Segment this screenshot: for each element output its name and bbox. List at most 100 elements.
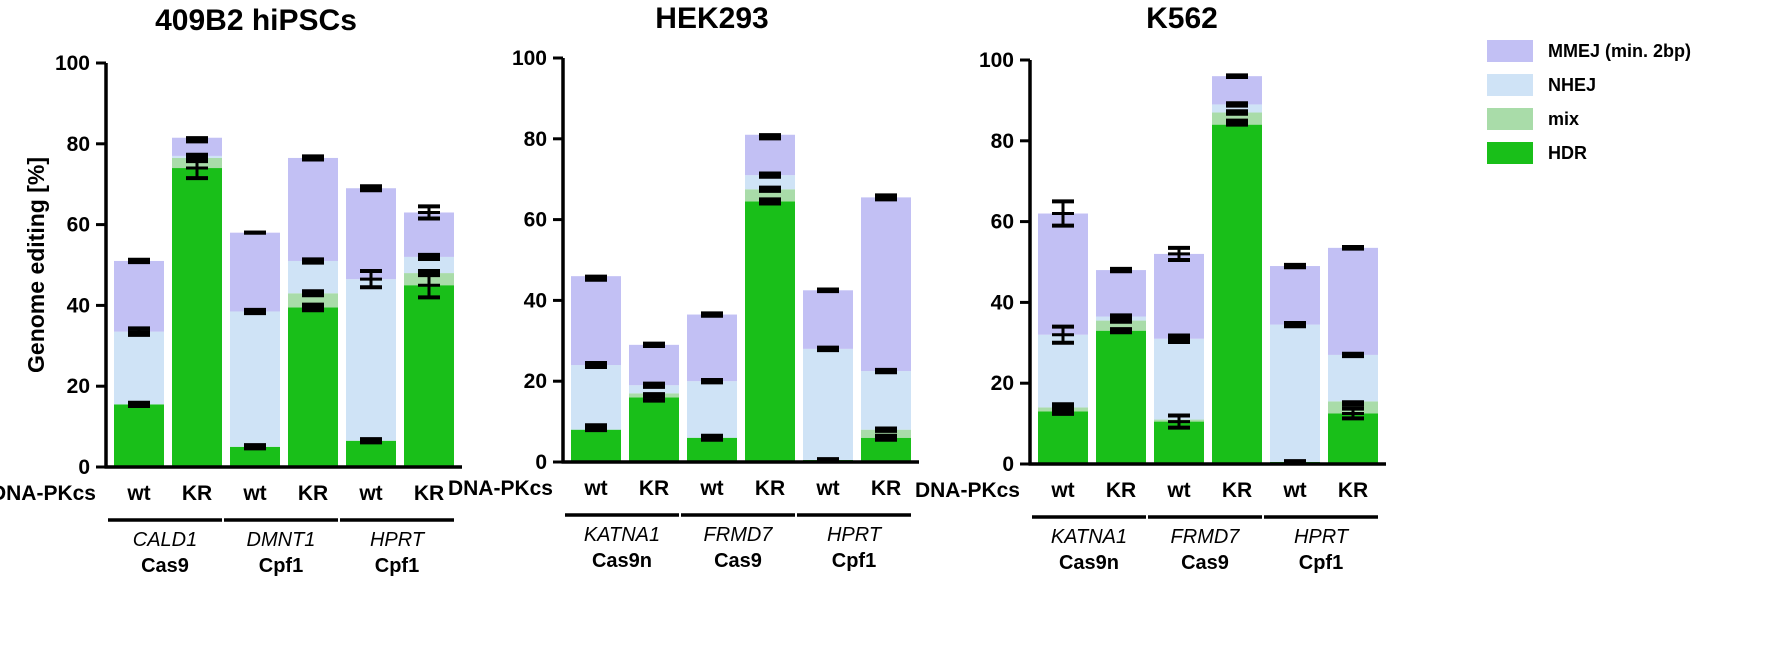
error-bar: [418, 269, 440, 278]
error-bar: [186, 136, 208, 144]
bar-nhej-1: [629, 385, 679, 394]
bar-hdr-0: [571, 429, 621, 462]
error-bar: [244, 307, 266, 316]
bar-hdr-2: [230, 446, 280, 467]
bar-mix-3: [288, 293, 338, 308]
bar-hdr-1: [1096, 330, 1146, 464]
y-tick-label: 0: [78, 456, 90, 479]
y-tick-label: 60: [991, 211, 1014, 234]
bar-mmej-5: [1328, 247, 1378, 355]
bar-mmej-2: [230, 232, 280, 312]
bar-nhej-2: [1154, 338, 1204, 420]
error-bar: [1342, 351, 1364, 359]
y-tick-label: 0: [535, 451, 547, 474]
error-bar: [302, 154, 324, 162]
y-tick-label: 60: [67, 214, 90, 237]
bar-mmej-4: [1270, 266, 1320, 325]
group-gene-label: KATNA1: [584, 524, 660, 546]
bar-hdr-3: [288, 307, 338, 467]
y-tick-label: 80: [991, 130, 1014, 153]
bar-nhej-0: [114, 331, 164, 405]
bar-nhej-4: [346, 279, 396, 441]
error-bar: [128, 257, 150, 265]
error-bar: [585, 274, 607, 282]
group-enzyme-label: Cas9: [714, 550, 762, 572]
error-bar: [701, 311, 723, 318]
bar-mmej-3: [745, 134, 795, 176]
y-tick-label: 80: [67, 133, 90, 156]
bar-hdr-5: [404, 285, 454, 467]
bar-mix-3: [745, 189, 795, 202]
bar-hdr-0: [1038, 411, 1088, 464]
legend-swatch-mix: [1487, 108, 1533, 130]
bar-nhej-5: [861, 371, 911, 430]
x-tick-label: KR: [1338, 479, 1368, 502]
bar-nhej-2: [687, 381, 737, 438]
bar-mix-3: [1212, 112, 1262, 125]
x-tick-label: KR: [298, 482, 328, 505]
panel-title: 409B2 hiPSCs: [155, 4, 357, 37]
error-bar: [701, 377, 723, 385]
error-bar: [1284, 321, 1306, 329]
error-bar: [128, 326, 150, 337]
x-tick-label: wt: [1166, 479, 1190, 502]
error-bar: [875, 367, 897, 375]
x-tick-label: KR: [1222, 479, 1252, 502]
bar-mmej-2: [687, 314, 737, 382]
group-gene-label: KATNA1: [1051, 526, 1127, 548]
bar-nhej-5: [1328, 354, 1378, 402]
bar-mmej-0: [114, 260, 164, 332]
error-bar: [1226, 109, 1248, 116]
error-bar: [643, 392, 665, 403]
bar-hdr-0: [114, 404, 164, 467]
bar-mmej-5: [861, 197, 911, 372]
x-tick-label: wt: [358, 482, 382, 505]
panel-0: 409B2 hiPSCs Genome editing [%] wt KR wt KR wt…: [0, 4, 462, 577]
bar-nhej-4: [803, 348, 853, 460]
legend-label-mix: mix: [1548, 109, 1579, 129]
bar-hdr-3: [745, 201, 795, 463]
bar-nhej-0: [571, 365, 621, 430]
bar-hdr-1: [629, 397, 679, 462]
error-bar: [875, 433, 897, 442]
bar-nhej-0: [1038, 334, 1088, 408]
bar-mmej-3: [1212, 76, 1262, 105]
x-tick-label: wt: [1282, 479, 1306, 502]
error-bar: [1226, 73, 1248, 79]
bar-nhej-3: [288, 260, 338, 294]
x-tick-label: wt: [126, 482, 150, 505]
bar-nhej-3: [745, 175, 795, 190]
bar-mmej-4: [346, 188, 396, 280]
error-bar: [1052, 199, 1074, 228]
y-tick-label: 40: [991, 291, 1014, 314]
group-gene-label: FRMD7: [1171, 526, 1241, 548]
error-bar: [302, 302, 324, 313]
bar-mmej-4: [803, 290, 853, 349]
y-tick-label: 20: [991, 372, 1014, 395]
x-tick-label: KR: [182, 482, 212, 505]
bar-mmej-0: [1038, 213, 1088, 335]
group-enzyme-label: Cpf1: [259, 555, 303, 577]
error-bar: [585, 423, 607, 433]
group-gene-label: DMNT1: [247, 529, 316, 551]
error-bar: [1052, 402, 1074, 409]
error-bar: [302, 257, 324, 265]
bar-mmej-0: [571, 276, 621, 366]
error-bar: [1052, 324, 1074, 345]
y-tick-label: 100: [979, 49, 1014, 72]
legend-label-hdr: HDR: [1548, 143, 1587, 163]
row-label-dna-pkcs: DNA-PKcs: [0, 482, 96, 505]
error-bar: [759, 171, 781, 179]
x-tick-label: KR: [414, 482, 444, 505]
x-tick-label: KR: [639, 477, 669, 500]
bar-hdr-3: [1212, 124, 1262, 464]
bar-hdr-2: [687, 437, 737, 462]
y-tick-label: 100: [512, 47, 547, 70]
error-bar: [643, 341, 665, 349]
group-enzyme-label: Cas9n: [1059, 552, 1119, 574]
x-tick-label: KR: [755, 477, 785, 500]
group-gene-label: HPRT: [370, 529, 426, 551]
error-bar: [1342, 406, 1364, 421]
bar-mmej-1: [629, 344, 679, 386]
